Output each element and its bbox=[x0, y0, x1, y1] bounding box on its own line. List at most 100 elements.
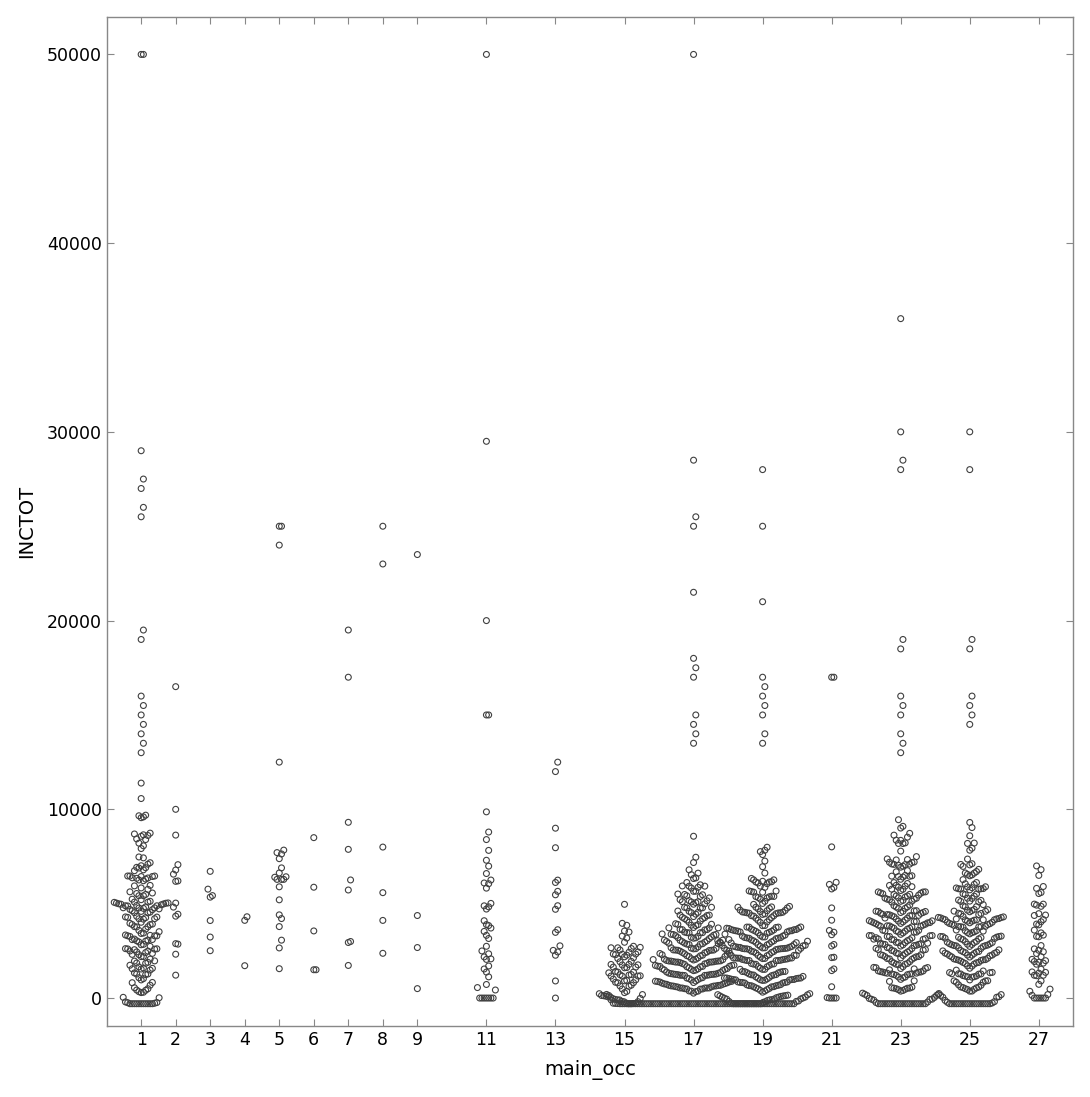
Point bbox=[669, 916, 687, 934]
Point bbox=[742, 966, 760, 984]
Point bbox=[970, 930, 988, 948]
Point bbox=[906, 960, 923, 977]
Point bbox=[133, 903, 150, 920]
Point bbox=[747, 887, 764, 905]
Point bbox=[780, 971, 798, 988]
Point bbox=[680, 903, 698, 920]
Point bbox=[750, 874, 767, 892]
Point bbox=[776, 926, 794, 943]
Point bbox=[682, 961, 700, 979]
Point bbox=[342, 932, 360, 950]
Point bbox=[135, 735, 153, 753]
Point bbox=[906, 937, 923, 954]
Point bbox=[765, 907, 783, 925]
Point bbox=[742, 931, 760, 949]
Point bbox=[480, 930, 497, 948]
Point bbox=[765, 966, 783, 984]
Point bbox=[137, 859, 155, 877]
Point bbox=[961, 697, 979, 714]
Point bbox=[605, 959, 622, 976]
Point bbox=[964, 890, 981, 907]
Point bbox=[778, 939, 796, 957]
Point bbox=[656, 950, 674, 968]
Point bbox=[625, 995, 642, 1013]
Point bbox=[342, 871, 360, 889]
Point bbox=[740, 952, 758, 970]
Point bbox=[272, 871, 290, 889]
Point bbox=[901, 896, 919, 914]
Point bbox=[689, 879, 706, 896]
Point bbox=[752, 982, 770, 999]
Point bbox=[142, 961, 159, 979]
Point bbox=[879, 995, 896, 1013]
Point bbox=[740, 929, 758, 947]
Point bbox=[731, 924, 749, 941]
Point bbox=[625, 963, 642, 981]
Point bbox=[988, 988, 1005, 1006]
Point bbox=[883, 930, 900, 948]
Point bbox=[614, 995, 631, 1013]
Point bbox=[917, 960, 934, 977]
Point bbox=[912, 946, 930, 963]
Point bbox=[949, 891, 967, 908]
Point bbox=[904, 907, 921, 925]
Point bbox=[966, 901, 983, 918]
Point bbox=[790, 992, 808, 1009]
Point bbox=[121, 868, 138, 885]
Point bbox=[167, 678, 184, 695]
Point bbox=[872, 884, 889, 902]
Point bbox=[759, 981, 776, 998]
Point bbox=[879, 950, 896, 968]
Point bbox=[119, 897, 136, 915]
Point bbox=[738, 929, 755, 947]
Point bbox=[611, 995, 629, 1013]
Point bbox=[772, 951, 789, 969]
Point bbox=[743, 995, 761, 1013]
Point bbox=[966, 875, 983, 893]
Point bbox=[340, 668, 358, 686]
Point bbox=[896, 934, 913, 951]
Point bbox=[738, 918, 755, 936]
Point bbox=[1032, 989, 1050, 1007]
Point bbox=[899, 828, 917, 846]
Point bbox=[894, 817, 911, 835]
Point bbox=[689, 971, 706, 988]
Point bbox=[165, 866, 182, 883]
Point bbox=[990, 941, 1007, 959]
Point bbox=[964, 969, 981, 986]
Point bbox=[968, 885, 985, 903]
Point bbox=[305, 923, 323, 940]
Point bbox=[687, 961, 704, 979]
Point bbox=[685, 584, 702, 601]
Point bbox=[718, 991, 736, 1008]
Point bbox=[135, 849, 153, 867]
Point bbox=[671, 953, 689, 971]
Point bbox=[671, 966, 689, 984]
Point bbox=[908, 890, 925, 907]
Point bbox=[710, 964, 727, 982]
Point bbox=[752, 949, 770, 966]
Point bbox=[957, 980, 974, 997]
Point bbox=[949, 918, 967, 936]
Point bbox=[614, 927, 631, 945]
Point bbox=[738, 940, 755, 958]
Point bbox=[137, 806, 155, 824]
Point bbox=[620, 966, 638, 984]
Point bbox=[611, 977, 629, 995]
Point bbox=[712, 995, 729, 1013]
Point bbox=[899, 932, 917, 950]
Point bbox=[774, 951, 791, 969]
Point bbox=[716, 961, 734, 979]
Point bbox=[974, 896, 992, 914]
Point bbox=[475, 989, 493, 1007]
Point bbox=[734, 903, 751, 920]
Point bbox=[607, 946, 625, 963]
Point bbox=[480, 968, 497, 985]
Point bbox=[204, 886, 221, 904]
Point bbox=[1026, 907, 1043, 925]
Point bbox=[966, 981, 983, 998]
Point bbox=[892, 725, 909, 743]
Point bbox=[409, 546, 426, 564]
Point bbox=[144, 974, 161, 992]
Point bbox=[135, 900, 153, 917]
